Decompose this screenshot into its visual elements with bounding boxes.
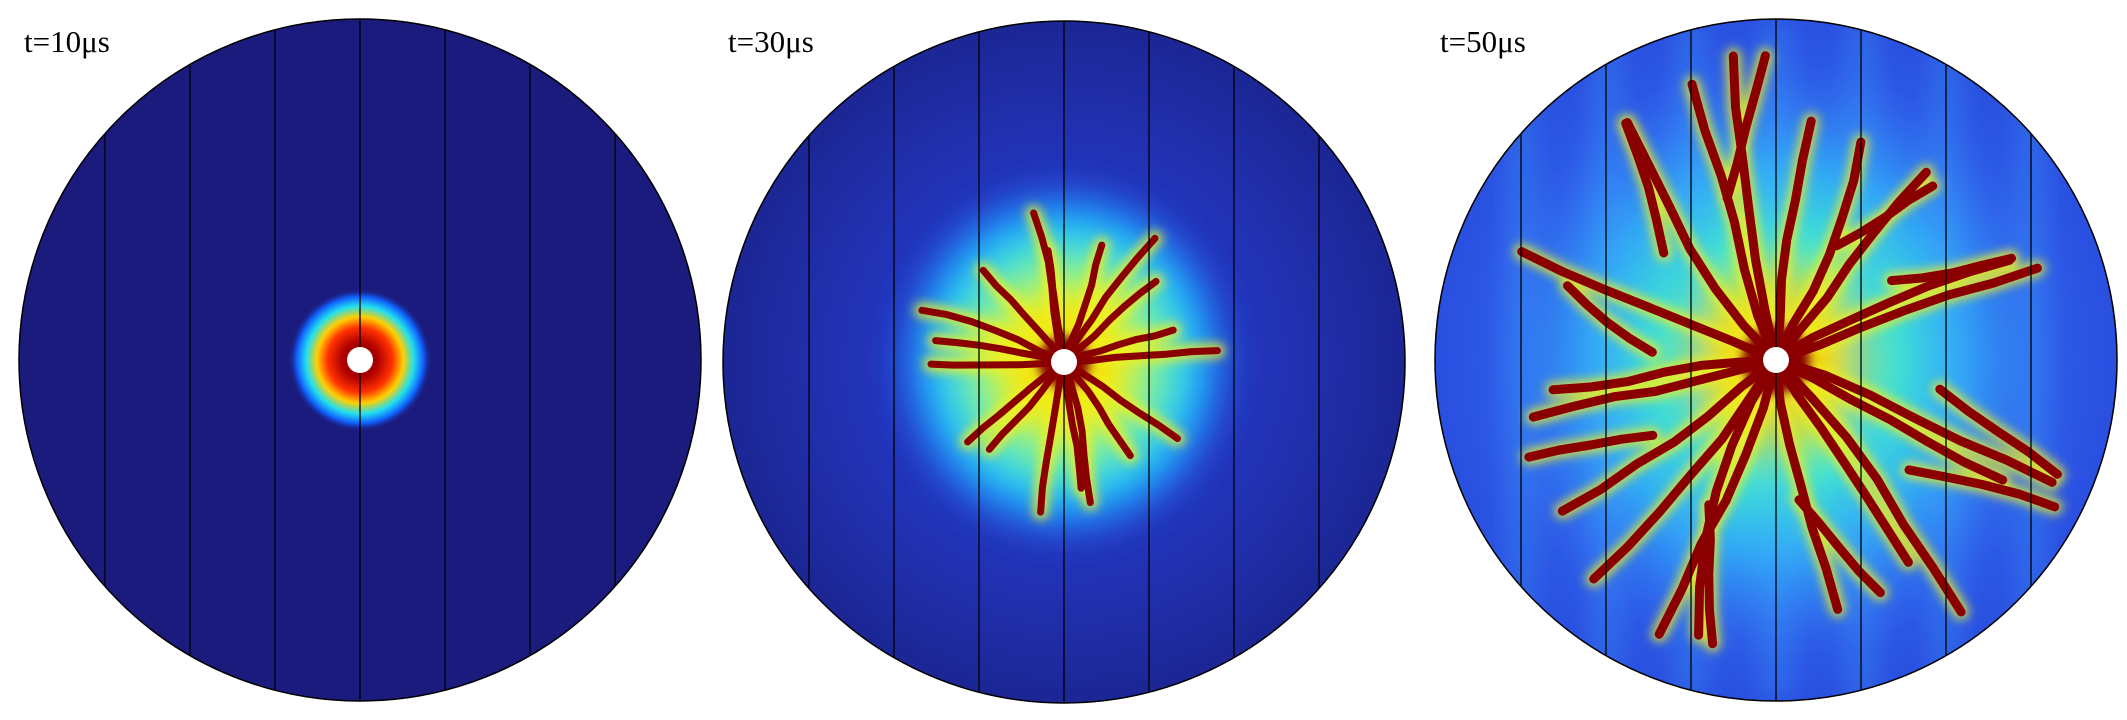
specimen-disc xyxy=(1435,19,2117,701)
specimen-disc xyxy=(19,19,701,701)
crack xyxy=(1771,137,1866,365)
crack xyxy=(1622,118,1781,365)
crack xyxy=(1621,118,1669,258)
crack xyxy=(1935,384,2062,479)
crack xyxy=(1548,355,1781,395)
crack xyxy=(1771,355,1966,617)
crack xyxy=(1654,355,1781,639)
crack xyxy=(1887,253,2016,286)
crack xyxy=(1687,79,1781,365)
borehole xyxy=(1763,347,1789,373)
time-label: t=30μs xyxy=(728,24,814,59)
crack xyxy=(1517,247,1781,365)
crack xyxy=(1794,495,1885,598)
crack xyxy=(1771,355,1913,567)
crack xyxy=(1771,263,2042,365)
disc-outline xyxy=(1434,18,2118,702)
panel-2: t=30μs xyxy=(722,20,1406,704)
crack xyxy=(1771,355,2008,485)
panel-1: t=10μs xyxy=(18,18,702,702)
crack-network xyxy=(1513,47,2066,652)
borehole xyxy=(347,347,373,373)
crack xyxy=(1771,167,1931,365)
panel-3: t=50μs xyxy=(1434,18,2118,702)
time-label: t=50μs xyxy=(1440,24,1526,59)
crack xyxy=(1528,355,1781,422)
crack xyxy=(1771,355,1843,614)
crack xyxy=(1771,116,1816,365)
crack xyxy=(1722,51,1770,203)
crack-network xyxy=(913,205,1226,521)
crack xyxy=(1524,430,1658,462)
borehole xyxy=(1051,349,1077,375)
crack xyxy=(1557,355,1781,516)
crack xyxy=(1704,500,1718,649)
disc-outline xyxy=(18,18,702,702)
crack xyxy=(1728,51,1781,365)
crack xyxy=(1563,281,1657,357)
crack xyxy=(1771,355,2057,487)
disc-outline xyxy=(722,20,1406,704)
time-label: t=10μs xyxy=(24,24,110,59)
